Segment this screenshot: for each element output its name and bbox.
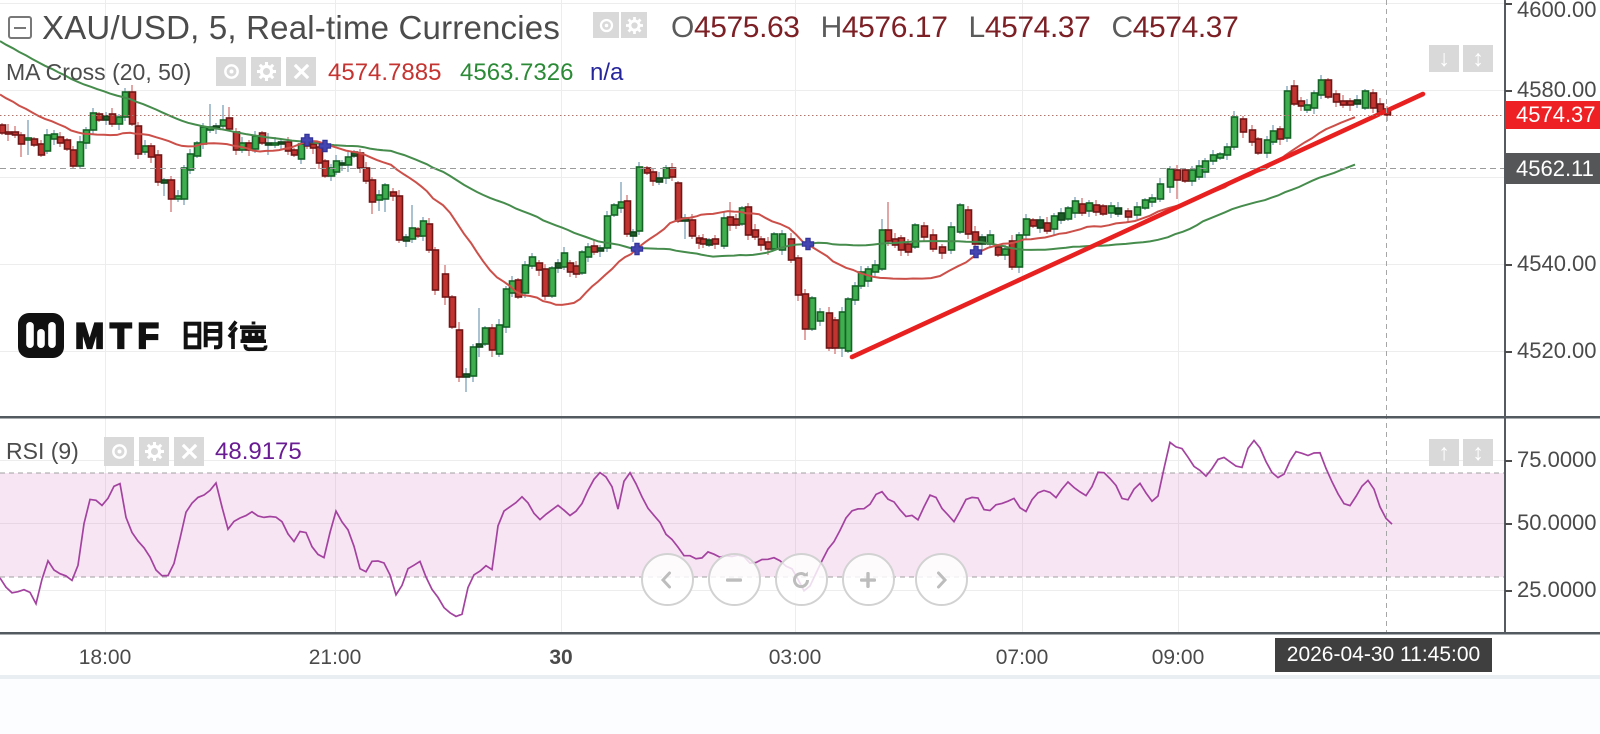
svg-text:MTF: MTF [75,317,165,356]
